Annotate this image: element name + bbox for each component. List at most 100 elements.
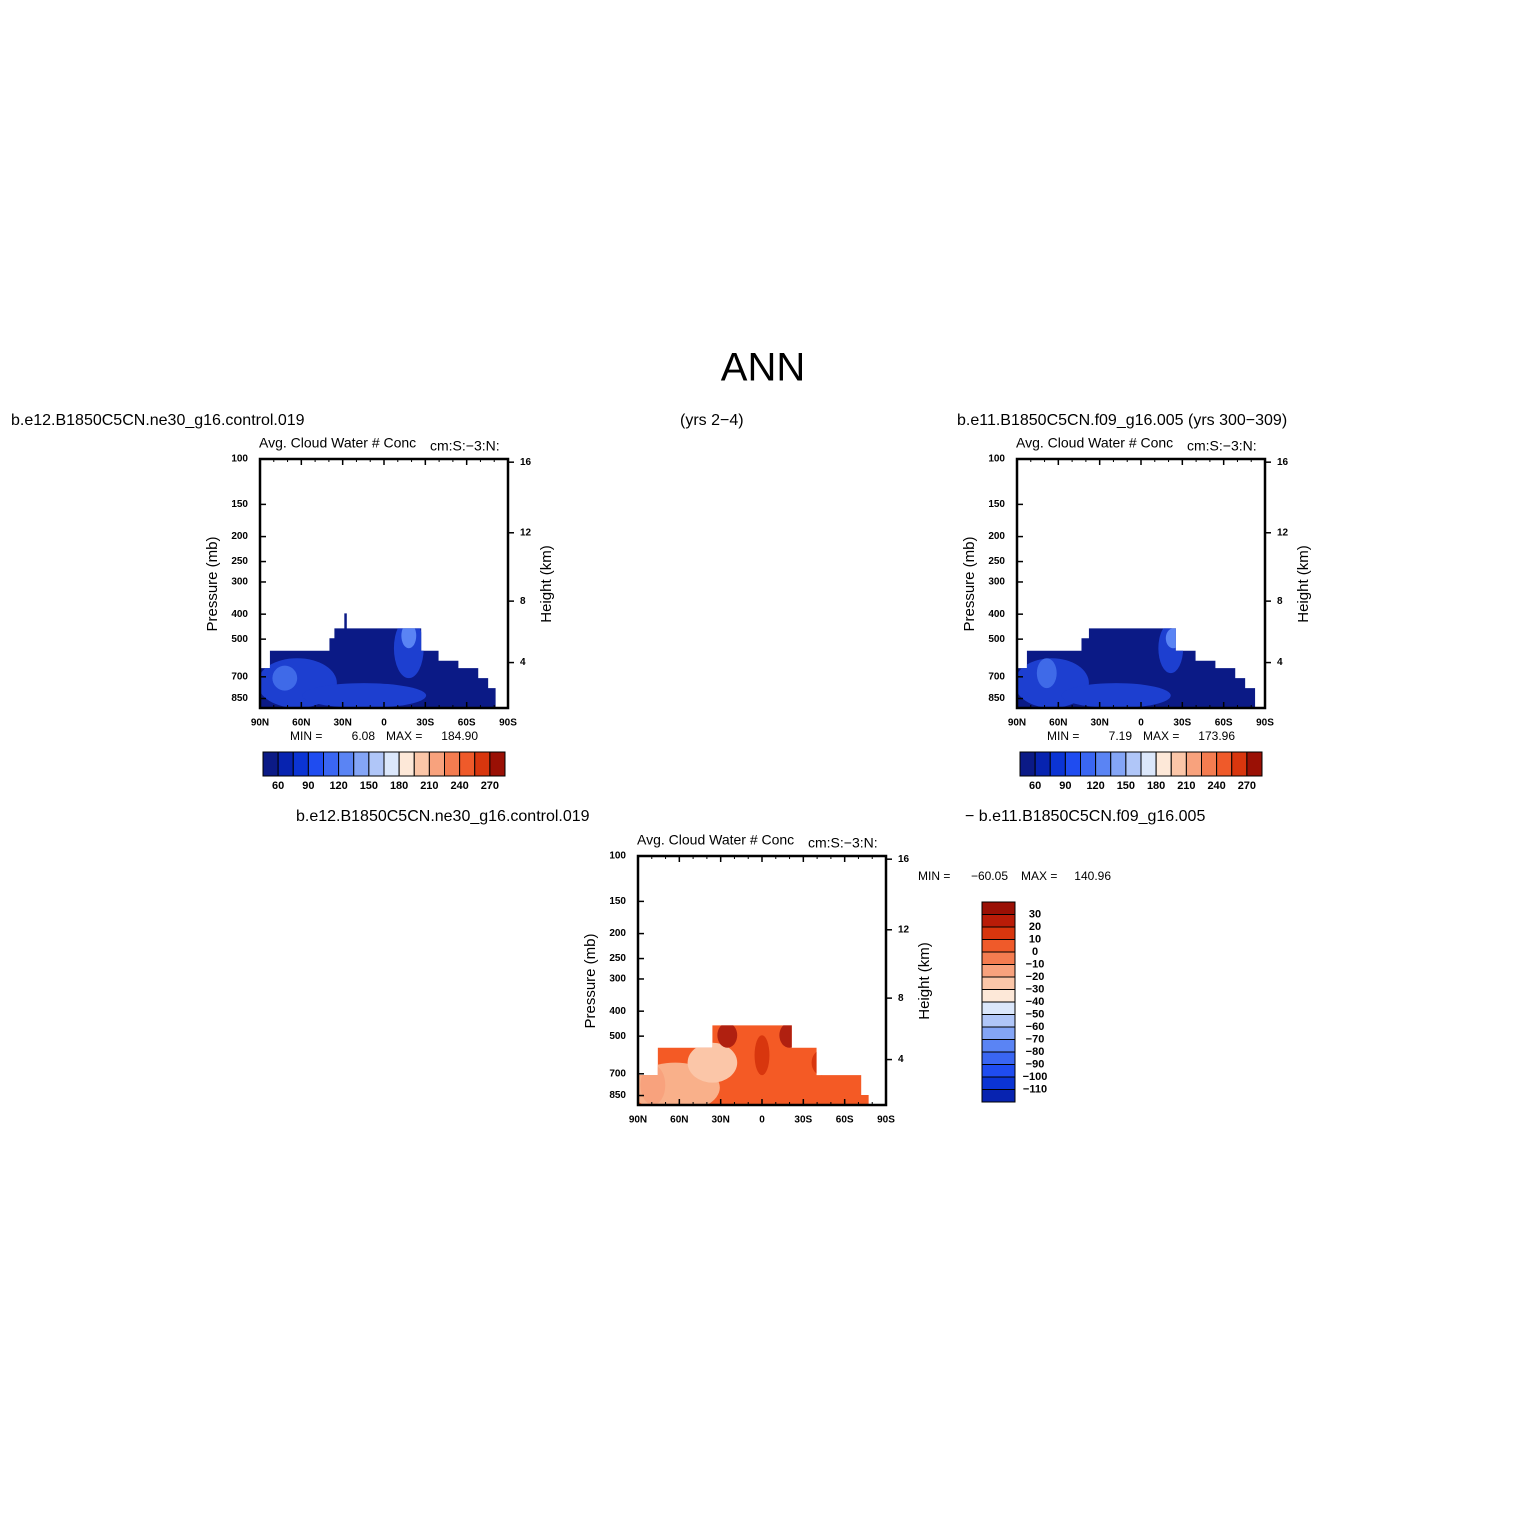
colorbar-label: 60: [272, 780, 284, 792]
colorbar-box: [323, 751, 340, 777]
colorbar-label: 0: [1032, 946, 1038, 958]
colorbar-box: [1080, 751, 1097, 777]
x-tick-label: 90S: [499, 718, 517, 729]
x-tick-label: 30N: [1090, 718, 1108, 729]
max-label: MAX =: [386, 729, 422, 743]
x-tick-label: 30N: [333, 718, 351, 729]
colorbar-box: [1155, 751, 1172, 777]
colorbar-box: [474, 751, 491, 777]
x-tick-label: 90N: [629, 1115, 647, 1126]
colorbar-label: 150: [1117, 780, 1135, 792]
colorbar-label: −60: [1026, 1021, 1045, 1033]
contour-region: [302, 683, 427, 708]
y-tick-label: 100: [988, 454, 1005, 465]
colorbar-label: 210: [1177, 780, 1195, 792]
contour-region: [640, 1065, 666, 1105]
y-tick-label: 500: [231, 634, 248, 645]
y2-tick-label: 16: [898, 854, 910, 865]
colorbar-label: 270: [1238, 780, 1256, 792]
max-label: MAX =: [1021, 869, 1057, 883]
contour-region: [754, 1035, 770, 1076]
y-tick-label: 150: [609, 896, 626, 907]
colorbar-box: [277, 751, 294, 777]
colorbar-box: [307, 751, 324, 777]
colorbar-label: 150: [360, 780, 378, 792]
colorbar-box: [1185, 751, 1202, 777]
contour-region: [1036, 658, 1057, 689]
x-tick-label: 60S: [836, 1115, 854, 1126]
case-label: b.e12.B1850C5CN.ne30_g16.control.019: [296, 808, 590, 825]
case-label: b.e12.B1850C5CN.ne30_g16.control.019: [11, 412, 305, 429]
colorbar-box: [1049, 751, 1066, 777]
colorbar-label: −110: [1023, 1083, 1047, 1095]
min-label: MIN =: [1047, 729, 1079, 743]
case-label: (yrs 2−4): [680, 412, 744, 429]
colorbar-box: [368, 751, 385, 777]
colorbar-box: [1170, 751, 1187, 777]
colorbar-box: [981, 1076, 1016, 1090]
colorbar-label: 240: [1207, 780, 1225, 792]
colorbar-box: [338, 751, 355, 777]
contour-fill: [638, 1025, 869, 1105]
colorbar-box: [981, 1001, 1016, 1015]
colorbar-box: [1140, 751, 1157, 777]
y2-tick-label: 4: [520, 657, 526, 668]
colorbar-label: 180: [1147, 780, 1165, 792]
x-tick-label: 90S: [877, 1115, 895, 1126]
y-tick-label: 200: [231, 531, 248, 542]
subtitle: Avg. Cloud Water # Conc: [1016, 435, 1173, 451]
x-tick-label: 90S: [1256, 718, 1274, 729]
y-tick-label: 400: [231, 609, 248, 620]
colorbar-box: [981, 1026, 1016, 1040]
y-tick-label: 200: [988, 531, 1005, 542]
colorbar-box: [981, 1064, 1016, 1078]
colorbar-box: [981, 989, 1016, 1003]
y-tick-label: 250: [231, 556, 248, 567]
y-tick-label: 250: [988, 556, 1005, 567]
colorbar-box: [262, 751, 279, 777]
colorbar-box: [1110, 751, 1127, 777]
colorbar-box: [398, 751, 415, 777]
y-tick-label: 850: [609, 1090, 626, 1101]
colorbar-label: −90: [1026, 1058, 1045, 1070]
contour-region: [1061, 683, 1171, 708]
y2-tick-label: 4: [1277, 657, 1283, 668]
y-tick-label: 150: [231, 499, 248, 510]
y-tick-label: 300: [988, 577, 1005, 588]
y-tick-label: 850: [231, 693, 248, 704]
x-tick-label: 60S: [458, 718, 476, 729]
colorbar-box: [428, 751, 445, 777]
colorbar-box: [1201, 751, 1218, 777]
y2-tick-label: 16: [520, 457, 532, 468]
x-tick-label: 30N: [711, 1115, 729, 1126]
colorbar-box: [383, 751, 400, 777]
colorbar-box: [981, 951, 1016, 965]
colorbar-box: [459, 751, 476, 777]
figure-title: ANN: [721, 346, 805, 390]
y2-tick-label: 12: [520, 527, 532, 538]
colorbar-box: [981, 914, 1016, 928]
colorbar-label: −80: [1026, 1046, 1045, 1058]
y-tick-label: 500: [609, 1031, 626, 1042]
colorbar-box: [444, 751, 461, 777]
y2-axis-label: Height (km): [538, 545, 555, 623]
y-tick-label: 700: [231, 671, 248, 682]
x-tick-label: 60N: [670, 1115, 688, 1126]
y2-tick-label: 12: [1277, 527, 1289, 538]
x-tick-label: 60N: [292, 718, 310, 729]
y-tick-label: 400: [988, 609, 1005, 620]
colorbar-box: [1125, 751, 1142, 777]
colorbar-label: 180: [390, 780, 408, 792]
colorbar-label: 120: [329, 780, 347, 792]
y-tick-label: 850: [988, 693, 1005, 704]
colorbar-label: 120: [1086, 780, 1104, 792]
contour-region: [1165, 628, 1181, 649]
colorbar-box: [981, 939, 1016, 953]
colorbar-label: 210: [420, 780, 438, 792]
colorbar-label: −30: [1026, 983, 1045, 995]
contour-fill: [1017, 628, 1256, 708]
colorbar-box: [413, 751, 430, 777]
colorbar-box: [981, 1014, 1016, 1028]
x-tick-label: 0: [759, 1115, 765, 1126]
colorbar-box: [1019, 751, 1036, 777]
